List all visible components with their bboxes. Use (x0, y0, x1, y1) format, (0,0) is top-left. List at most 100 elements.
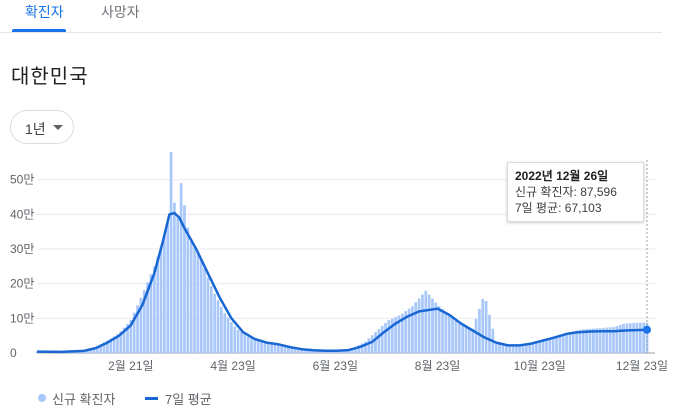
case-bar (233, 326, 237, 353)
case-bar (525, 344, 528, 353)
tab-deaths[interactable]: 사망자 (101, 4, 140, 20)
case-bar (377, 328, 381, 353)
case-bar (146, 282, 149, 353)
case-bar (615, 326, 619, 353)
case-bar (528, 343, 532, 353)
case-bar (622, 324, 625, 353)
case-bar (608, 327, 612, 353)
period-select[interactable]: 1년 (10, 110, 74, 144)
case-bar (303, 349, 307, 353)
case-bar (176, 217, 180, 353)
case-bar (297, 348, 300, 353)
case-bar (481, 299, 485, 353)
case-bar (571, 331, 575, 353)
case-bar (625, 323, 629, 353)
case-bar (132, 312, 136, 353)
case-bar (119, 331, 123, 353)
case-bar (635, 322, 639, 353)
case-bar (427, 294, 431, 353)
case-bar (411, 306, 414, 353)
case-bar (535, 341, 538, 353)
case-bar (397, 315, 401, 353)
case-bar (263, 341, 267, 353)
case-bar (400, 313, 404, 353)
active-tab-indicator (12, 29, 66, 32)
case-bar (471, 328, 475, 353)
tooltip-avg: 7일 평균: 67,103 (515, 201, 602, 215)
case-bar (159, 246, 163, 353)
case-bar (521, 344, 525, 353)
case-bar (484, 301, 488, 353)
case-bar (518, 345, 521, 353)
legend-label-new-cases: 신규 확진자 (52, 392, 116, 407)
case-bar (276, 344, 280, 353)
tab-confirmed[interactable]: 확진자 (25, 4, 64, 20)
case-bar (129, 320, 133, 353)
period-select-value: 1년 (25, 121, 46, 137)
x-tick-label: 4월 23일 (210, 359, 255, 373)
case-bar (266, 342, 270, 353)
case-bar (173, 202, 176, 353)
y-tick-label: 40만 (10, 207, 34, 221)
legend-line-icon (145, 397, 158, 400)
y-tick-label: 50만 (10, 173, 34, 187)
case-bar (407, 308, 411, 353)
case-bar (602, 327, 605, 353)
case-bar (273, 343, 277, 353)
case-bar (116, 334, 119, 353)
case-bar (558, 334, 562, 353)
case-bar (223, 313, 227, 353)
case-bar (293, 348, 297, 353)
case-bar (504, 344, 508, 353)
case-bar (555, 335, 558, 353)
case-bar (638, 322, 642, 353)
case-bar (642, 322, 645, 353)
case-bar (102, 342, 106, 353)
case-bar (514, 345, 518, 353)
region-title: 대한민국 (11, 66, 89, 88)
case-bar (199, 259, 203, 353)
legend-label-avg: 7일 평균 (165, 392, 212, 407)
x-tick-label: 10월 23일 (514, 359, 566, 373)
case-bar (414, 302, 418, 353)
case-bar (387, 320, 391, 353)
case-bar (260, 341, 263, 353)
cases-chart[interactable]: 0 10만 20만 30만 40만 50만 2월 21일 4월 23일 6월 23일 8월 23일… (0, 150, 677, 385)
case-bar (216, 300, 220, 353)
case-bar (508, 344, 511, 353)
case-bar (136, 305, 139, 353)
case-bar (421, 294, 424, 353)
case-bar (317, 350, 320, 353)
case-bar (142, 290, 146, 353)
case-bar (478, 308, 481, 353)
case-bar (287, 346, 290, 353)
case-bar (230, 322, 233, 353)
case-bar (488, 314, 491, 353)
case-bar (441, 308, 444, 353)
case-bar (394, 317, 397, 353)
x-tick-label: 8월 23일 (415, 359, 460, 373)
case-bar (431, 298, 434, 353)
case-bar (531, 342, 535, 353)
case-bar (437, 305, 441, 353)
case-bar (122, 327, 126, 353)
case-bar (384, 323, 387, 353)
case-bar (374, 332, 377, 353)
legend-dot-icon (38, 394, 46, 402)
case-bar (565, 332, 568, 353)
case-bar (581, 329, 585, 353)
tooltip-date: 2022년 12월 26일 (515, 169, 609, 183)
case-bar (632, 323, 635, 353)
case-bar (280, 345, 284, 353)
case-bar (189, 241, 193, 353)
case-bar (364, 341, 367, 353)
case-bar (112, 336, 116, 353)
y-tick-label: 0 (10, 346, 17, 360)
case-bar (417, 298, 421, 353)
case-bar (183, 205, 186, 353)
case-bar (404, 311, 408, 353)
case-bar (474, 318, 478, 353)
case-bar (354, 346, 357, 353)
case-bar (179, 183, 183, 353)
case-bar (163, 235, 166, 353)
